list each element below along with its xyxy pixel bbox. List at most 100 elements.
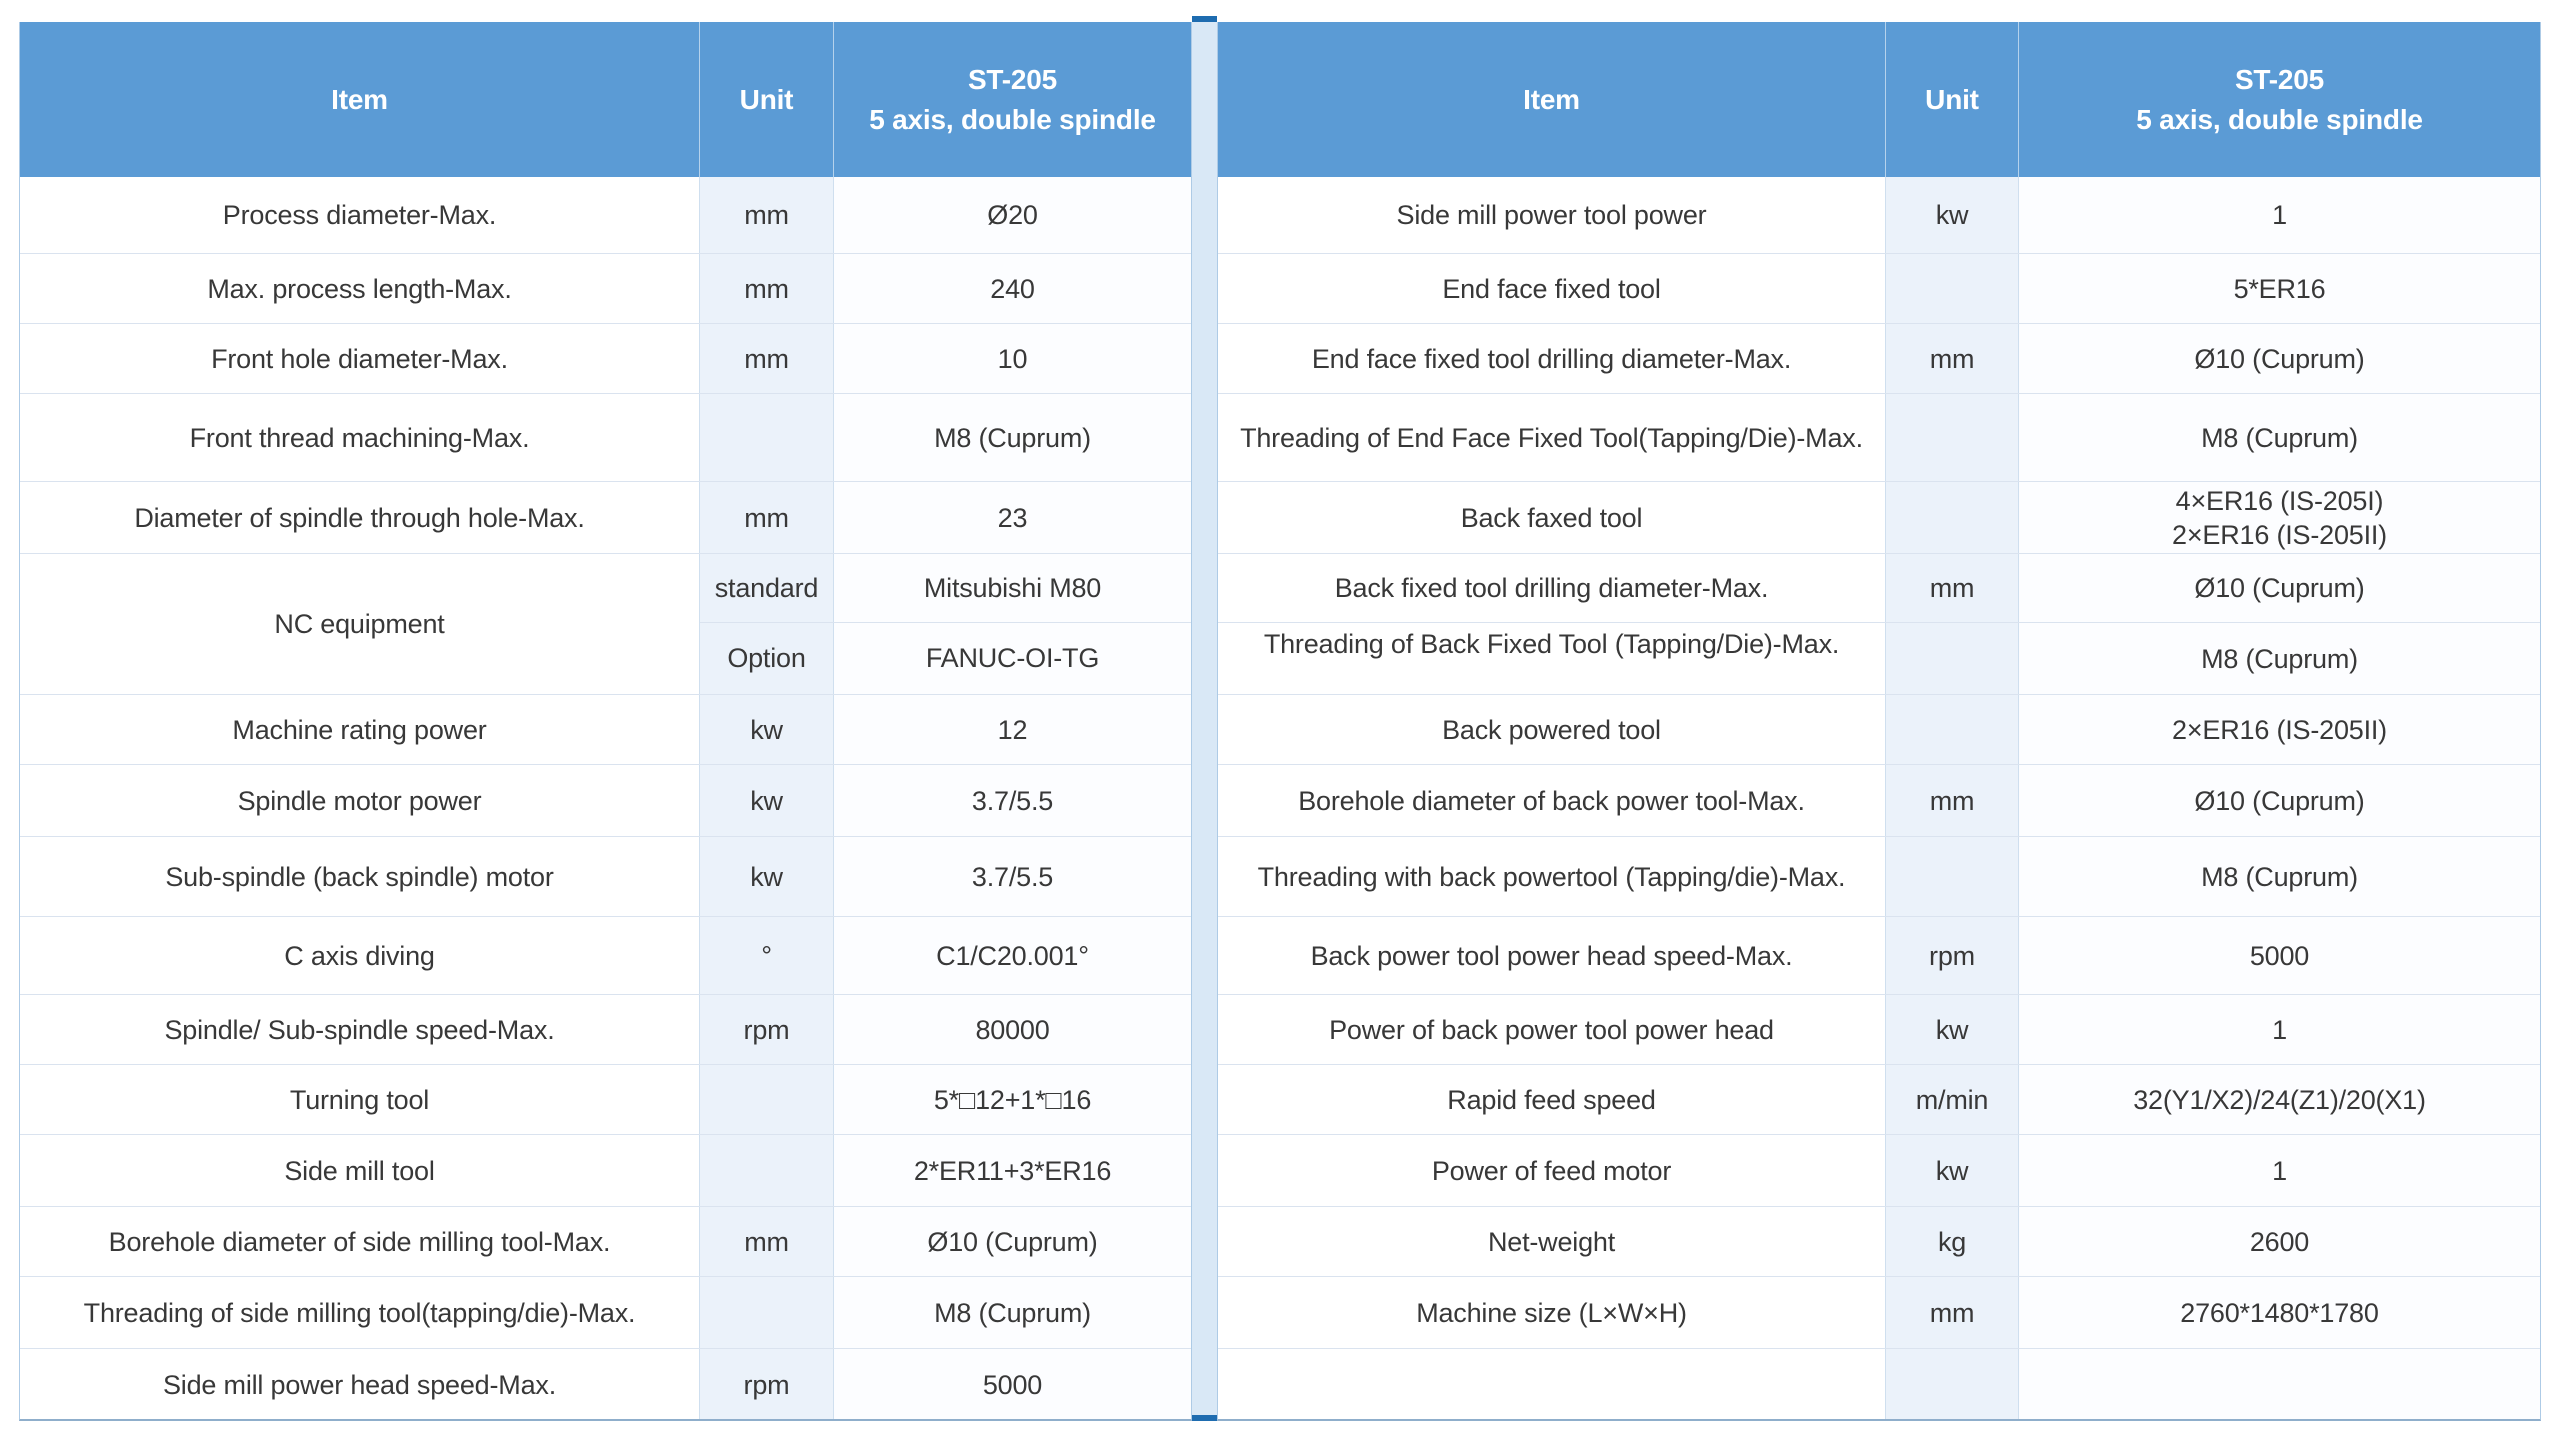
unit-cell: rpm	[1886, 917, 2019, 994]
table-row: Threading of End Face Fixed Tool(Tapping…	[1218, 394, 2540, 482]
table-row: End face fixed tool drilling diameter-Ma…	[1218, 324, 2540, 394]
value-cell: 3.7/5.5	[834, 765, 1191, 836]
unit-cell	[1886, 623, 2019, 694]
unit-cell	[700, 1065, 834, 1134]
unit-cell	[700, 394, 834, 481]
value-cell: 5000	[834, 1349, 1191, 1419]
unit-cell: rpm	[700, 1349, 834, 1419]
item-cell: Rapid feed speed	[1218, 1065, 1886, 1134]
item-cell: Side mill tool	[20, 1135, 700, 1206]
table-row: NC equipment standard Mitsubishi M80 Option…	[20, 554, 1191, 695]
item-cell	[1218, 1349, 1886, 1419]
table-row: Power of feed motor kw 1	[1218, 1135, 2540, 1207]
col-header-unit: Unit	[1886, 22, 2019, 177]
item-cell: Front thread machining-Max.	[20, 394, 700, 481]
unit-cell: mm	[700, 254, 834, 323]
unit-cell	[1886, 482, 2019, 553]
item-cell: End face fixed tool	[1218, 254, 1886, 323]
value-cell: FANUC-OI-TG	[834, 622, 1191, 694]
unit-cell: mm	[1886, 554, 2019, 622]
table-row: Front thread machining-Max. M8 (Cuprum)	[20, 394, 1191, 482]
table-row: Borehole diameter of back power tool-Max…	[1218, 765, 2540, 837]
split-cell-group: standard Mitsubishi M80 Option FANUC-OI-TG	[700, 554, 1191, 694]
table-header-row: Item Unit ST-205 5 axis, double spindle	[1218, 22, 2540, 177]
table-row: Rapid feed speed m/min 32(Y1/X2)/24(Z1)/20…	[1218, 1065, 2540, 1135]
model-subtitle: 5 axis, double spindle	[2136, 103, 2423, 135]
unit-cell: kg	[1886, 1207, 2019, 1276]
value-cell: M8 (Cuprum)	[2019, 623, 2540, 694]
col-header-item: Item	[1218, 22, 1886, 177]
item-cell: Back fixed tool drilling diameter-Max.	[1218, 554, 1886, 622]
item-cell: Back power tool power head speed-Max.	[1218, 917, 1886, 994]
value-cell: 5000	[2019, 917, 2540, 994]
unit-cell: mm	[1886, 1277, 2019, 1348]
table-row: Front hole diameter-Max. mm 10	[20, 324, 1191, 394]
spec-sheet: Item Unit ST-205 5 axis, double spindle …	[19, 16, 2541, 1421]
item-cell: Max. process length-Max.	[20, 254, 700, 323]
item-cell: Back faxed tool	[1218, 482, 1886, 553]
value-cell: M8 (Cuprum)	[834, 1277, 1191, 1348]
unit-cell: m/min	[1886, 1065, 2019, 1134]
unit-cell: mm	[700, 324, 834, 393]
table-row: Process diameter-Max. mm Ø20	[20, 177, 1191, 254]
item-cell: Spindle motor power	[20, 765, 700, 836]
unit-cell: standard	[700, 554, 834, 622]
unit-cell	[1886, 1349, 2019, 1419]
col-header-item: Item	[20, 22, 700, 177]
value-cell: 10	[834, 324, 1191, 393]
value-cell: 2*ER11+3*ER16	[834, 1135, 1191, 1206]
value-cell: 240	[834, 254, 1191, 323]
table-row: Machine rating power kw 12	[20, 695, 1191, 765]
table-row: Side mill power tool power kw 1	[1218, 177, 2540, 254]
item-cell: Sub-spindle (back spindle) motor	[20, 837, 700, 916]
unit-cell: kw	[1886, 995, 2019, 1064]
unit-cell	[1886, 254, 2019, 323]
table-row: Threading of side milling tool(tapping/d…	[20, 1277, 1191, 1349]
table-row: Power of back power tool power head kw 1	[1218, 995, 2540, 1065]
value-cell: M8 (Cuprum)	[2019, 394, 2540, 481]
item-cell: Process diameter-Max.	[20, 177, 700, 253]
table-row: Threading of Back Fixed Tool (Tapping/Di…	[1218, 623, 2540, 695]
value-cell: M8 (Cuprum)	[2019, 837, 2540, 916]
item-cell: Threading of Back Fixed Tool (Tapping/Di…	[1218, 623, 1886, 694]
table-row: Side mill power head speed-Max. rpm 5000	[20, 1349, 1191, 1419]
unit-cell: kw	[1886, 177, 2019, 253]
table-row: Machine size (L×W×H) mm 2760*1480*1780	[1218, 1277, 2540, 1349]
table-row: Spindle/ Sub-spindle speed-Max. rpm 80000	[20, 995, 1191, 1065]
value-cell: 3.7/5.5	[834, 837, 1191, 916]
item-cell: Spindle/ Sub-spindle speed-Max.	[20, 995, 700, 1064]
item-cell: Borehole diameter of back power tool-Max…	[1218, 765, 1886, 836]
unit-cell: kw	[700, 695, 834, 764]
table-row	[1218, 1349, 2540, 1419]
item-cell: End face fixed tool drilling diameter-Ma…	[1218, 324, 1886, 393]
value-cell: Ø10 (Cuprum)	[2019, 554, 2540, 622]
table-row: Sub-spindle (back spindle) motor kw 3.7/5.…	[20, 837, 1191, 917]
unit-cell: kw	[1886, 1135, 2019, 1206]
table-row: Turning tool 5*□12+1*□16	[20, 1065, 1191, 1135]
table-row: Back fixed tool drilling diameter-Max. mm…	[1218, 554, 2540, 623]
item-cell: Side mill power head speed-Max.	[20, 1349, 700, 1419]
item-cell: Power of feed motor	[1218, 1135, 1886, 1206]
right-spec-table: Item Unit ST-205 5 axis, double spindle …	[1217, 22, 2541, 1421]
unit-cell: kw	[700, 765, 834, 836]
item-cell: Turning tool	[20, 1065, 700, 1134]
value-cell: M8 (Cuprum)	[834, 394, 1191, 481]
item-cell: Diameter of spindle through hole-Max.	[20, 482, 700, 553]
table-row: Spindle motor power kw 3.7/5.5	[20, 765, 1191, 837]
value-cell: 1	[2019, 177, 2540, 253]
item-cell: Threading of side milling tool(tapping/d…	[20, 1277, 700, 1348]
unit-cell	[1886, 695, 2019, 764]
item-cell: Threading with back powertool (Tapping/d…	[1218, 837, 1886, 916]
table-body: Side mill power tool power kw 1 End face fi…	[1218, 177, 2540, 1419]
value-cell: 2600	[2019, 1207, 2540, 1276]
item-cell: Front hole diameter-Max.	[20, 324, 700, 393]
item-cell: Machine size (L×W×H)	[1218, 1277, 1886, 1348]
item-cell: Machine rating power	[20, 695, 700, 764]
divider-strip	[1192, 16, 1217, 1421]
col-header-model: ST-205 5 axis, double spindle	[2019, 22, 2540, 177]
col-header-unit: Unit	[700, 22, 834, 177]
item-cell: Back powered tool	[1218, 695, 1886, 764]
unit-cell: mm	[700, 1207, 834, 1276]
value-cell: 2×ER16 (IS-205II)	[2019, 695, 2540, 764]
value-cell: Ø10 (Cuprum)	[2019, 324, 2540, 393]
